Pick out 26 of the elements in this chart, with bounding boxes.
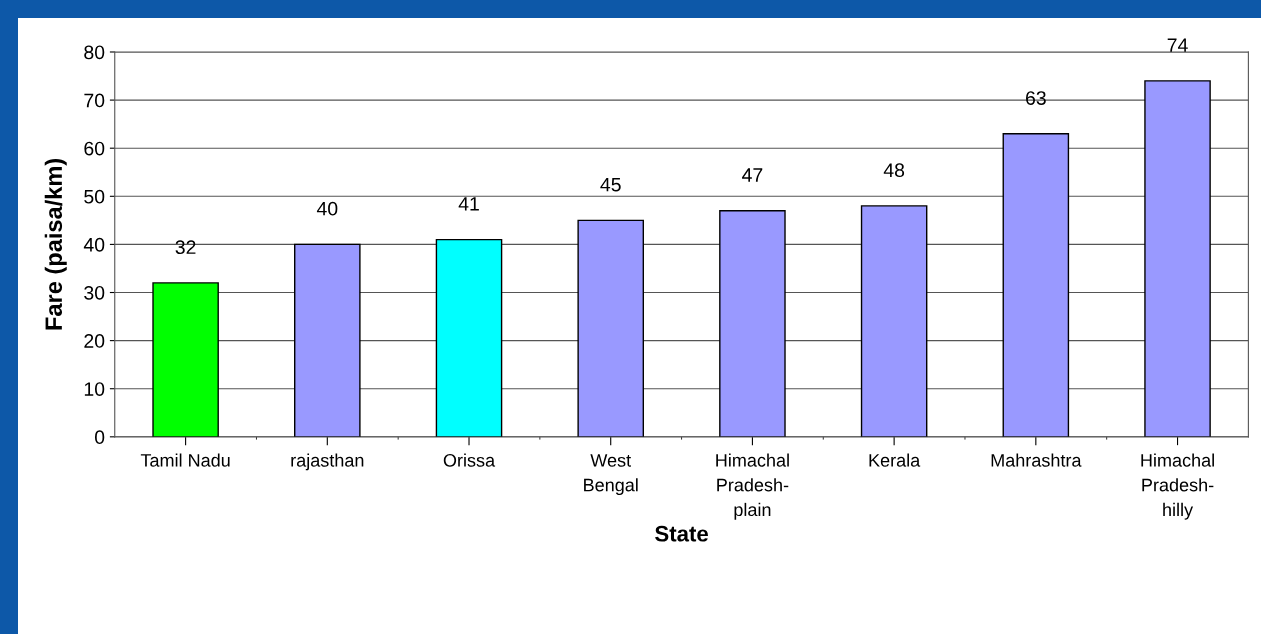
- x-axis-title: State: [655, 525, 708, 542]
- y-tick-label: 70: [84, 93, 105, 108]
- data-label: 63: [1026, 91, 1046, 105]
- x-tick-label: Himachal Pradesh- hilly: [1141, 453, 1214, 520]
- x-tick-label: rajasthan: [291, 453, 364, 471]
- y-tick-label: 20: [84, 334, 105, 348]
- y-tick-label: 80: [84, 45, 105, 60]
- x-tick-label: Mahrashtra: [991, 453, 1082, 467]
- y-axis-title: Fare (paisa/km): [44, 158, 67, 330]
- y-tick-label: 10: [84, 382, 105, 396]
- y-tick-label: 50: [84, 189, 105, 204]
- x-tick-label: Himachal Pradesh- plain: [716, 453, 789, 520]
- x-tick-label: Tamil Nadu: [140, 453, 230, 467]
- x-tick-label: West Bengal: [584, 454, 638, 496]
- data-label: 48: [883, 163, 905, 178]
- y-tick-label: 40: [83, 237, 105, 252]
- y-tick-label: 30: [84, 285, 105, 300]
- data-label: 45: [600, 177, 621, 192]
- x-tick-label: Orissa: [443, 453, 496, 467]
- data-label: 47: [742, 168, 763, 182]
- x-tick-label: Kerala: [869, 453, 921, 467]
- data-label: 74: [1167, 38, 1188, 52]
- data-label: 41: [458, 197, 479, 211]
- y-tick-label: 60: [84, 141, 105, 156]
- data-label: 40: [316, 201, 338, 216]
- y-tick-label: 0: [94, 430, 105, 445]
